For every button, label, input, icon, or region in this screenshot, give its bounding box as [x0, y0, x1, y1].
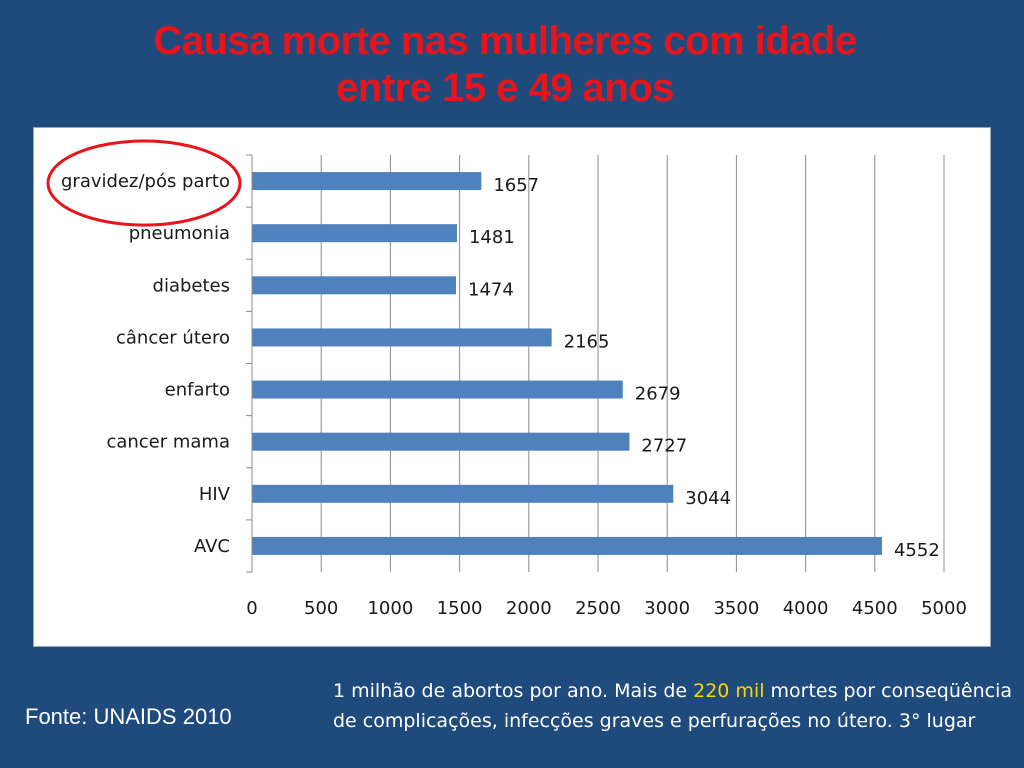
note-text-part-2: mortes por conseqüência de complicações,…	[333, 680, 1013, 732]
x-tick-label: 2000	[506, 598, 552, 619]
x-tick-label: 4000	[783, 598, 829, 619]
category-label: gravidez/pós parto	[61, 171, 230, 192]
title-line-1: Causa morte nas mulheres com idade	[153, 19, 857, 63]
value-label: 2679	[635, 384, 681, 405]
bar	[252, 484, 674, 503]
bar	[252, 432, 630, 451]
value-label: 2727	[641, 436, 687, 457]
x-tick-label: 0	[246, 598, 257, 619]
x-tick-label: 2500	[575, 598, 621, 619]
bar-chart: 0 500 1000 1500 2000 2500 3000 3500 4000 4500 5000…	[46, 139, 967, 619]
bar	[252, 328, 552, 347]
value-label: 3044	[685, 488, 731, 509]
category-label: HIV	[199, 484, 231, 505]
category-label: diabetes	[153, 275, 230, 296]
bar	[252, 224, 457, 243]
bar	[252, 172, 482, 191]
bar	[252, 380, 623, 399]
category-label: pneumonia	[129, 223, 230, 244]
note-text-part-1: 1 milhão de abortos por ano. Mais de	[333, 680, 694, 702]
x-tick-label: 1000	[367, 598, 413, 619]
x-tick-label: 5000	[921, 598, 967, 619]
x-tick-label: 4500	[852, 598, 898, 619]
x-tick-label: 3500	[713, 598, 759, 619]
note-highlight: 220 mil	[693, 680, 765, 702]
category-label: câncer útero	[116, 327, 230, 348]
value-label: 1657	[493, 175, 539, 196]
value-label: 4552	[894, 540, 940, 561]
bar	[252, 536, 882, 555]
note-text: 1 milhão de abortos por ano. Mais de 220…	[333, 676, 1013, 736]
slide-title: Causa morte nas mulheres com idade entre…	[0, 18, 1010, 112]
x-tick-label: 3000	[644, 598, 690, 619]
source-caption: Fonte: UNAIDS 2010	[25, 704, 232, 729]
category-label: enfarto	[165, 380, 230, 401]
chart-area: 0 500 1000 1500 2000 2500 3000 3500 4000 4500 5000…	[33, 127, 991, 647]
value-label: 1474	[468, 279, 514, 300]
value-label: 1481	[469, 227, 515, 248]
x-tick-label: 500	[304, 598, 338, 619]
category-label: cancer mama	[106, 432, 230, 453]
bar	[252, 276, 457, 295]
x-tick-label: 1500	[437, 598, 483, 619]
category-label: AVC	[194, 536, 230, 557]
highlight-circle	[46, 139, 242, 227]
title-line-2: entre 15 e 49 anos	[336, 66, 674, 110]
value-label: 2165	[564, 331, 610, 352]
